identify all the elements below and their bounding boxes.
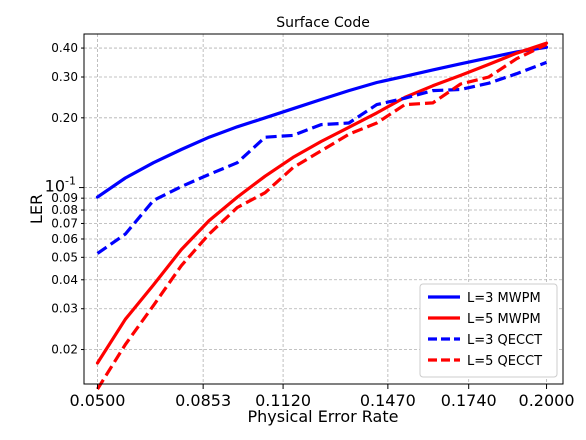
- series-layer: [95, 41, 549, 390]
- series-line-l-5-qecct: [96, 42, 548, 390]
- y-minor-tick-label: 0.07: [51, 216, 78, 230]
- x-axis-ticks: 0.0500 0.0853 0.1120 0.1470 0.1740 0.2000: [69, 384, 575, 410]
- x-tick-label: 0.0500: [69, 391, 125, 410]
- y-minor-tick-label: 0.20: [51, 111, 78, 125]
- x-tick-label: 0.1120: [255, 391, 311, 410]
- y-minor-tick-label: 0.03: [51, 302, 78, 316]
- x-tick-label: 0.1470: [360, 391, 416, 410]
- y-minor-tick-label: 0.06: [51, 232, 78, 246]
- y-minor-tick-label: 0.30: [51, 70, 78, 84]
- y-minor-tick-label: 0.05: [51, 250, 78, 264]
- x-tick-label: 0.2000: [519, 391, 575, 410]
- y-minor-tick-label: 0.40: [51, 41, 78, 55]
- y-minor-tick-label: 0.09: [51, 191, 78, 205]
- legend-label-l-5-mwpm: L=5 MWPM: [467, 312, 541, 327]
- x-tick-label: 0.0853: [175, 391, 231, 410]
- y-minor-tick-label: 0.02: [51, 343, 78, 357]
- legend-box: [419, 283, 558, 378]
- series-line-l-5-mwpm: [95, 41, 549, 365]
- series-line-l-3-mwpm: [95, 45, 549, 199]
- y-minor-tick-label: 0.04: [51, 273, 78, 287]
- y-minor-tick-label: 0.08: [51, 203, 78, 217]
- y-axis-label: LER: [27, 194, 46, 224]
- legend-label-l-3-qecct: L=3 QECCT: [467, 333, 542, 348]
- x-axis-label: Physical Error Rate: [248, 407, 399, 426]
- chart-title: Surface Code: [276, 15, 370, 31]
- legend-label-l-3-mwpm: L=3 MWPM: [467, 291, 541, 306]
- legend: L=3 MWPM L=5 MWPM L=3 QECCT L=5 QECCT: [419, 283, 558, 378]
- series-line-l-3-qecct: [96, 60, 548, 255]
- y-axis-ticks: 0.02 0.03 0.04 0.05 0.06 0.070.080.09 0.20 0.30…: [45, 41, 84, 357]
- y-major-tick-label: 10-1: [45, 175, 76, 196]
- legend-label-l-5-qecct: L=5 QECCT: [467, 354, 542, 369]
- x-tick-label: 0.1740: [441, 391, 497, 410]
- plot-frame: [83, 33, 564, 385]
